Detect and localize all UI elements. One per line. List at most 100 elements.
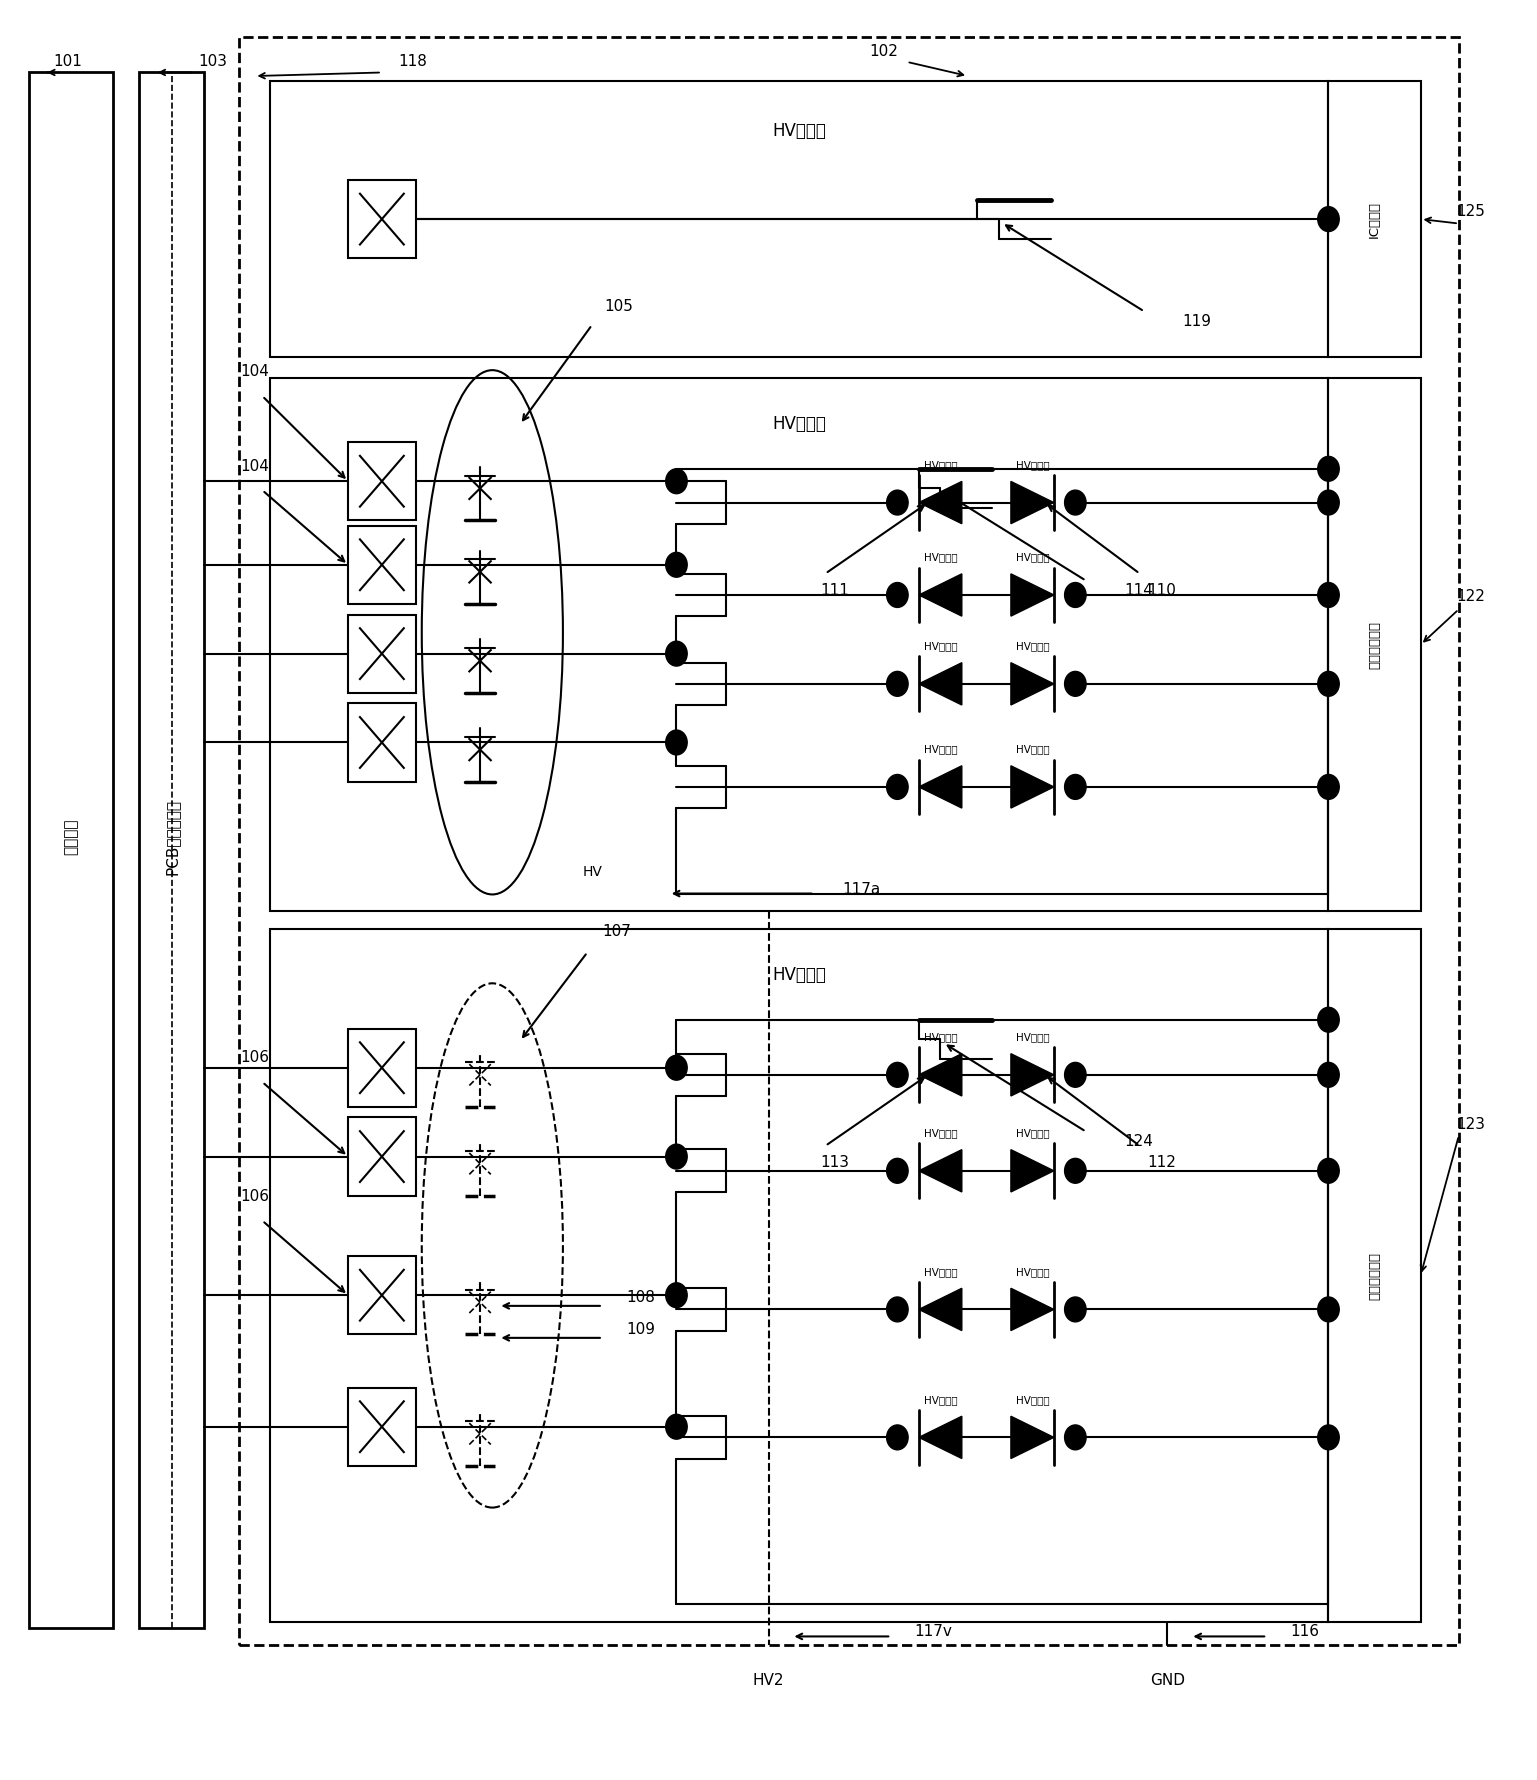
- Text: 103: 103: [198, 55, 227, 69]
- Bar: [240, 37, 1459, 1645]
- Circle shape: [1065, 582, 1087, 607]
- Circle shape: [887, 1426, 908, 1451]
- Circle shape: [887, 671, 908, 696]
- Bar: [347, 1388, 415, 1465]
- Text: HV2: HV2: [753, 1673, 784, 1689]
- Circle shape: [666, 641, 687, 666]
- Circle shape: [1317, 671, 1339, 696]
- Polygon shape: [919, 481, 962, 523]
- Circle shape: [887, 774, 908, 799]
- Circle shape: [887, 582, 908, 607]
- Bar: [1328, 82, 1420, 356]
- Text: 106: 106: [241, 1189, 269, 1203]
- Text: 114: 114: [1125, 584, 1153, 598]
- Text: 101: 101: [52, 55, 81, 69]
- Text: HV二极管: HV二极管: [924, 641, 958, 651]
- Text: 117a: 117a: [842, 881, 881, 897]
- Text: 108: 108: [626, 1290, 655, 1305]
- Text: 107: 107: [603, 924, 632, 940]
- Bar: [271, 929, 1328, 1622]
- Text: HV箱位件: HV箱位件: [772, 967, 825, 984]
- Polygon shape: [1011, 573, 1054, 616]
- Text: 蓄电池组: 蓄电池组: [63, 819, 78, 854]
- Text: 109: 109: [626, 1323, 655, 1337]
- Text: 117v: 117v: [915, 1625, 951, 1639]
- Circle shape: [1317, 1063, 1339, 1088]
- Text: 106: 106: [241, 1050, 269, 1066]
- Circle shape: [1065, 1159, 1087, 1184]
- Bar: [271, 82, 1328, 356]
- Polygon shape: [1011, 662, 1054, 705]
- Text: HV二极管: HV二极管: [1016, 461, 1050, 470]
- Text: 122: 122: [1457, 589, 1486, 603]
- Polygon shape: [1011, 1054, 1054, 1096]
- Polygon shape: [919, 1054, 962, 1096]
- Text: 高压箱位组件: 高压箱位组件: [1368, 1251, 1382, 1299]
- Circle shape: [1065, 1426, 1087, 1451]
- Circle shape: [1317, 1298, 1339, 1323]
- Text: PCB级滤波组件: PCB级滤波组件: [164, 799, 180, 874]
- Circle shape: [1317, 774, 1339, 799]
- Circle shape: [1317, 1426, 1339, 1451]
- Circle shape: [1317, 582, 1339, 607]
- Circle shape: [1065, 671, 1087, 696]
- Text: HV二极管: HV二极管: [924, 1396, 958, 1404]
- Text: 110: 110: [1148, 584, 1176, 598]
- Circle shape: [666, 1145, 687, 1169]
- Text: HV二极管: HV二极管: [924, 1129, 958, 1139]
- Circle shape: [1065, 490, 1087, 514]
- Circle shape: [1317, 490, 1339, 514]
- Text: 123: 123: [1457, 1118, 1486, 1132]
- Circle shape: [887, 1298, 908, 1323]
- Circle shape: [1317, 1007, 1339, 1032]
- Circle shape: [887, 1063, 908, 1088]
- Text: 125: 125: [1457, 203, 1486, 219]
- Circle shape: [666, 1283, 687, 1308]
- Bar: [1328, 929, 1420, 1622]
- Polygon shape: [919, 662, 962, 705]
- Bar: [347, 1257, 415, 1335]
- Bar: [347, 614, 415, 692]
- Text: GND: GND: [1150, 1673, 1185, 1689]
- Text: IC箱位区: IC箱位区: [1368, 201, 1382, 237]
- Bar: [347, 1118, 415, 1196]
- Circle shape: [1317, 1159, 1339, 1184]
- Polygon shape: [919, 573, 962, 616]
- Polygon shape: [919, 1150, 962, 1193]
- Text: HV二极管: HV二极管: [1016, 1032, 1050, 1043]
- Text: 112: 112: [1148, 1155, 1176, 1169]
- Polygon shape: [1011, 1289, 1054, 1331]
- Text: HV箱位件: HV箱位件: [772, 415, 825, 433]
- Polygon shape: [919, 765, 962, 808]
- Text: 124: 124: [1125, 1134, 1153, 1148]
- Text: HV二极管: HV二极管: [1016, 552, 1050, 562]
- Circle shape: [666, 730, 687, 755]
- Bar: [140, 73, 204, 1627]
- Text: 116: 116: [1290, 1625, 1319, 1639]
- Circle shape: [1065, 774, 1087, 799]
- Text: 104: 104: [241, 459, 269, 473]
- Text: HV二极管: HV二极管: [924, 461, 958, 470]
- Text: 119: 119: [1183, 313, 1211, 329]
- Polygon shape: [919, 1289, 962, 1331]
- Text: 高压箱位组件: 高压箱位组件: [1368, 621, 1382, 669]
- Circle shape: [1317, 206, 1339, 231]
- Text: HV二极管: HV二极管: [1016, 1396, 1050, 1404]
- Bar: [347, 525, 415, 603]
- Circle shape: [887, 1159, 908, 1184]
- Polygon shape: [1011, 481, 1054, 523]
- Polygon shape: [1011, 1150, 1054, 1193]
- Circle shape: [1065, 1063, 1087, 1088]
- Text: 102: 102: [868, 44, 898, 59]
- Text: HV二极管: HV二极管: [924, 1032, 958, 1043]
- Bar: [1328, 377, 1420, 911]
- Circle shape: [666, 468, 687, 493]
- Polygon shape: [1011, 1417, 1054, 1458]
- Bar: [347, 441, 415, 520]
- Circle shape: [666, 1056, 687, 1080]
- Circle shape: [666, 552, 687, 577]
- Text: 105: 105: [604, 299, 633, 313]
- Text: 118: 118: [398, 55, 427, 69]
- Circle shape: [887, 490, 908, 514]
- Text: HV二极管: HV二极管: [924, 744, 958, 755]
